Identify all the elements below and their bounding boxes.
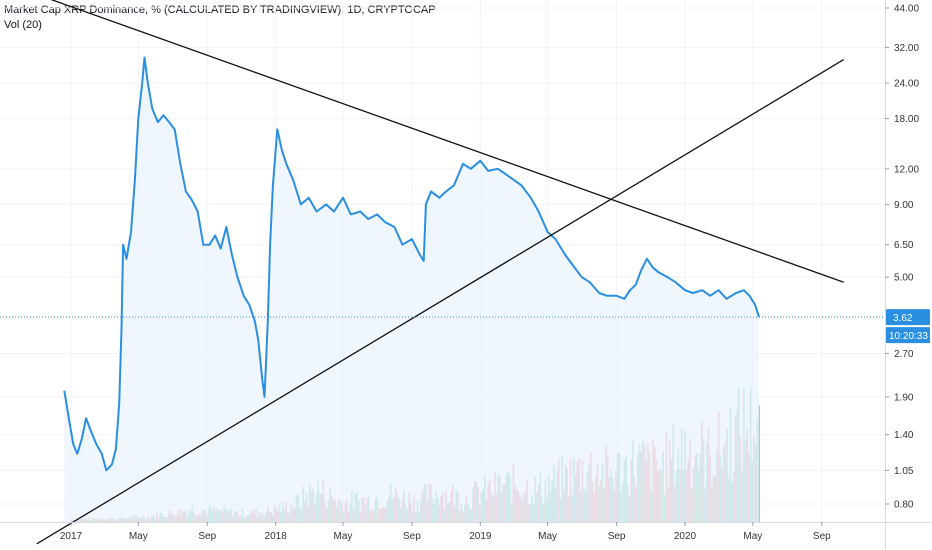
x-tick-label: Sep [403,531,421,542]
legend-volume: Vol (20) [4,19,42,31]
price-axis[interactable]: 44.00 32.00 24.00 18.00 12.00 9.00 6.50 5.00 2.7… [885,4,919,511]
countdown-label: 10:20:33 [889,331,928,342]
y-tick-label: 9.00 [894,200,914,211]
trendlines[interactable] [36,0,845,545]
x-tick-label: Sep [813,531,831,542]
trendline[interactable] [36,59,845,545]
x-tick-label: May [129,531,148,542]
price-line [63,56,760,472]
y-tick-label: 5.00 [894,273,914,284]
x-tick-label: May [538,531,557,542]
last-price-label: 3.62 [893,313,913,324]
volume-bar [758,405,760,522]
legend-title: Market Cap XRP Dominance, % (CALCULATED … [4,4,436,16]
y-tick-label: 1.90 [894,392,914,403]
y-tick-label: 24.00 [894,79,919,90]
x-tick-label: 2019 [469,531,492,542]
x-tick-label: Sep [608,531,626,542]
last-price-badge [886,309,930,326]
time-axis[interactable]: 2017 May Sep 2018 May Sep 2019 May Sep 2020 May Sep [60,522,831,542]
chart-legend: Market Cap XRP Dominance, % (CALCULATED … [4,3,436,33]
y-tick-label: 18.00 [894,114,919,125]
y-tick-label: 6.50 [894,240,914,251]
y-tick-label: 1.40 [894,430,914,441]
y-tick-label: 12.00 [894,164,919,175]
y-tick-label: 32.00 [894,43,919,54]
y-tick-label: 2.70 [894,349,914,360]
x-tick-label: Sep [198,531,216,542]
x-tick-label: 2020 [674,531,697,542]
countdown-badge [886,327,930,344]
price-area [64,57,760,522]
x-tick-label: 2018 [265,531,288,542]
trendline[interactable] [45,0,844,283]
x-tick-label: May [334,531,353,542]
y-tick-label: 44.00 [894,4,919,15]
y-tick-label: 0.80 [894,500,914,511]
y-tick-label: 1.05 [894,466,914,477]
x-tick-label: May [743,531,762,542]
x-tick-label: 2017 [60,531,83,542]
price-badges: 3.62 10:20:33 [886,309,930,344]
